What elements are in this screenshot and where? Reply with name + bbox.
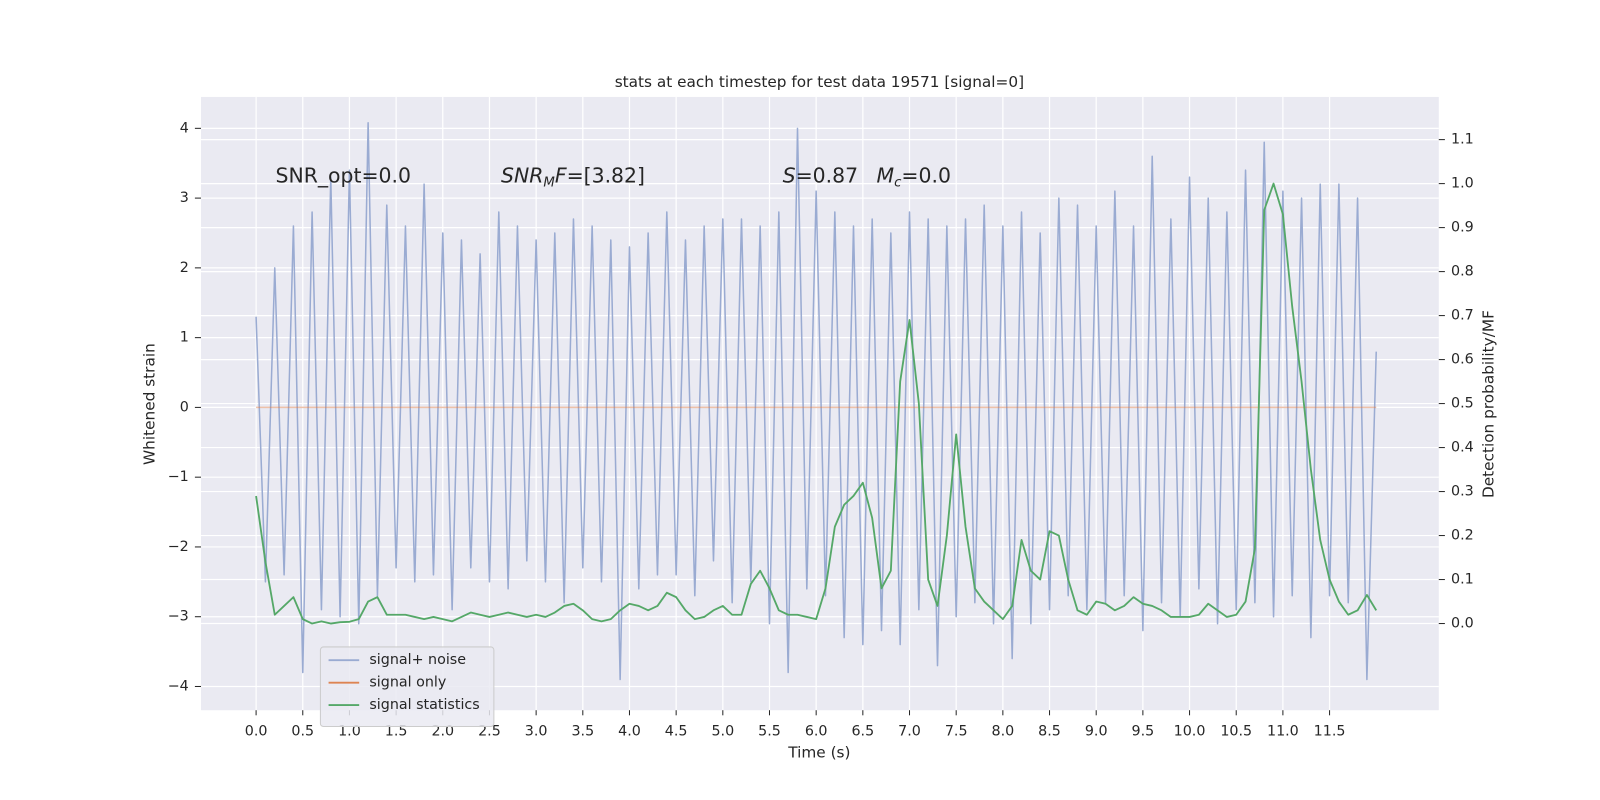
labels: 0.0 0.5 1.0 1.5 2.0 2.5 3.0 3.5 4.0 4.5 5.0 5.5 6.0 6… — [168, 120, 1474, 739]
x-tick-label: 11.0 — [1267, 724, 1299, 740]
series-line — [255, 182, 1378, 625]
y-tick-label: 4 — [180, 120, 189, 136]
y2-tick-label: 0.3 — [1451, 484, 1474, 500]
x-tick-label: 3.5 — [571, 724, 594, 740]
legend-label: signal+ noise — [369, 652, 466, 668]
x-tick-label: 2.5 — [478, 724, 501, 740]
annotation-part: SNR_opt=0.0 — [276, 164, 412, 189]
x-tick-label: 6.0 — [805, 724, 828, 740]
y-tick-label: 1 — [180, 330, 189, 346]
y2-tick-label: 0.2 — [1451, 528, 1474, 544]
y2-axis-label: Detection probability/MF — [1479, 310, 1497, 498]
y2-tick-label: 0.4 — [1451, 440, 1474, 456]
y-tick-label: −2 — [168, 539, 189, 555]
x-tick-label: 5.0 — [711, 724, 734, 740]
legend: signal+ noise signal only signal statistic… — [319, 646, 495, 728]
y2-tick-label: 1.1 — [1451, 132, 1474, 148]
y2-tick-label: 0.7 — [1451, 308, 1474, 324]
x-tick-label: 4.0 — [618, 724, 641, 740]
x-tick-label: 5.5 — [758, 724, 781, 740]
annotation: SNRMF=[3.82] — [501, 164, 645, 191]
annotation: S=0.87 — [783, 164, 858, 188]
x-tick-label: 1.5 — [385, 724, 408, 740]
annotation-part: c — [894, 176, 902, 191]
y-tick-label: −3 — [168, 609, 189, 625]
x-tick-label: 0.0 — [245, 724, 268, 740]
annotation-part: SNR — [501, 164, 543, 188]
y2-tick-label: 0.6 — [1451, 352, 1474, 368]
y2-tick-label: 0.5 — [1451, 396, 1474, 412]
annotation: Mc=0.0 — [877, 164, 951, 191]
annotation-part: F — [555, 164, 567, 188]
x-tick-label: 8.0 — [992, 724, 1015, 740]
legend-label: signal statistics — [369, 697, 479, 713]
y2-tick-label: 1.0 — [1451, 176, 1474, 192]
y2-tick-label: 0.8 — [1451, 264, 1474, 280]
x-tick-label: 2.0 — [431, 724, 454, 740]
x-tick-label: 10.0 — [1174, 724, 1206, 740]
annotation-part: S — [783, 164, 796, 188]
x-tick-label: 7.0 — [898, 724, 921, 740]
y-tick-label: −1 — [168, 469, 189, 485]
annotation-part: =0.87 — [796, 164, 859, 188]
y-tick-label: −4 — [168, 678, 189, 694]
y2-tick-label: 0.1 — [1451, 572, 1474, 588]
x-tick-label: 9.5 — [1132, 724, 1155, 740]
x-tick-label: 0.5 — [291, 724, 314, 740]
chart-title: stats at each timestep for test data 195… — [615, 73, 1024, 91]
y2-tick-label: 0.9 — [1451, 220, 1474, 236]
y-tick-label: 3 — [180, 190, 189, 206]
x-tick-label: 8.5 — [1038, 724, 1061, 740]
x-tick-label: 7.5 — [945, 724, 968, 740]
x-tick-label: 3.0 — [525, 724, 548, 740]
series-layer — [255, 121, 1378, 681]
annotation-part: M — [543, 176, 555, 191]
annotation-part: =[3.82] — [567, 164, 645, 188]
y-tick-label: 2 — [180, 260, 189, 276]
x-tick-label: 4.5 — [665, 724, 688, 740]
x-tick-label: 1.0 — [338, 724, 361, 740]
legend-box — [319, 646, 495, 728]
annotation: SNR_opt=0.0 — [276, 164, 412, 189]
x-tick-label: 11.5 — [1314, 724, 1346, 740]
annotation-part: M — [877, 164, 895, 188]
x-tick-label: 9.0 — [1085, 724, 1108, 740]
x-axis-label: Time (s) — [787, 744, 850, 762]
y2-tick-label: 0.0 — [1451, 616, 1474, 632]
y-axis-label: Whitened strain — [141, 343, 159, 465]
x-tick-label: 6.5 — [851, 724, 874, 740]
x-tick-label: 10.5 — [1220, 724, 1252, 740]
y-tick-label: 0 — [180, 399, 189, 415]
annotation-part: =0.0 — [901, 164, 951, 188]
series-line — [255, 121, 1377, 681]
legend-label: signal only — [369, 675, 446, 691]
